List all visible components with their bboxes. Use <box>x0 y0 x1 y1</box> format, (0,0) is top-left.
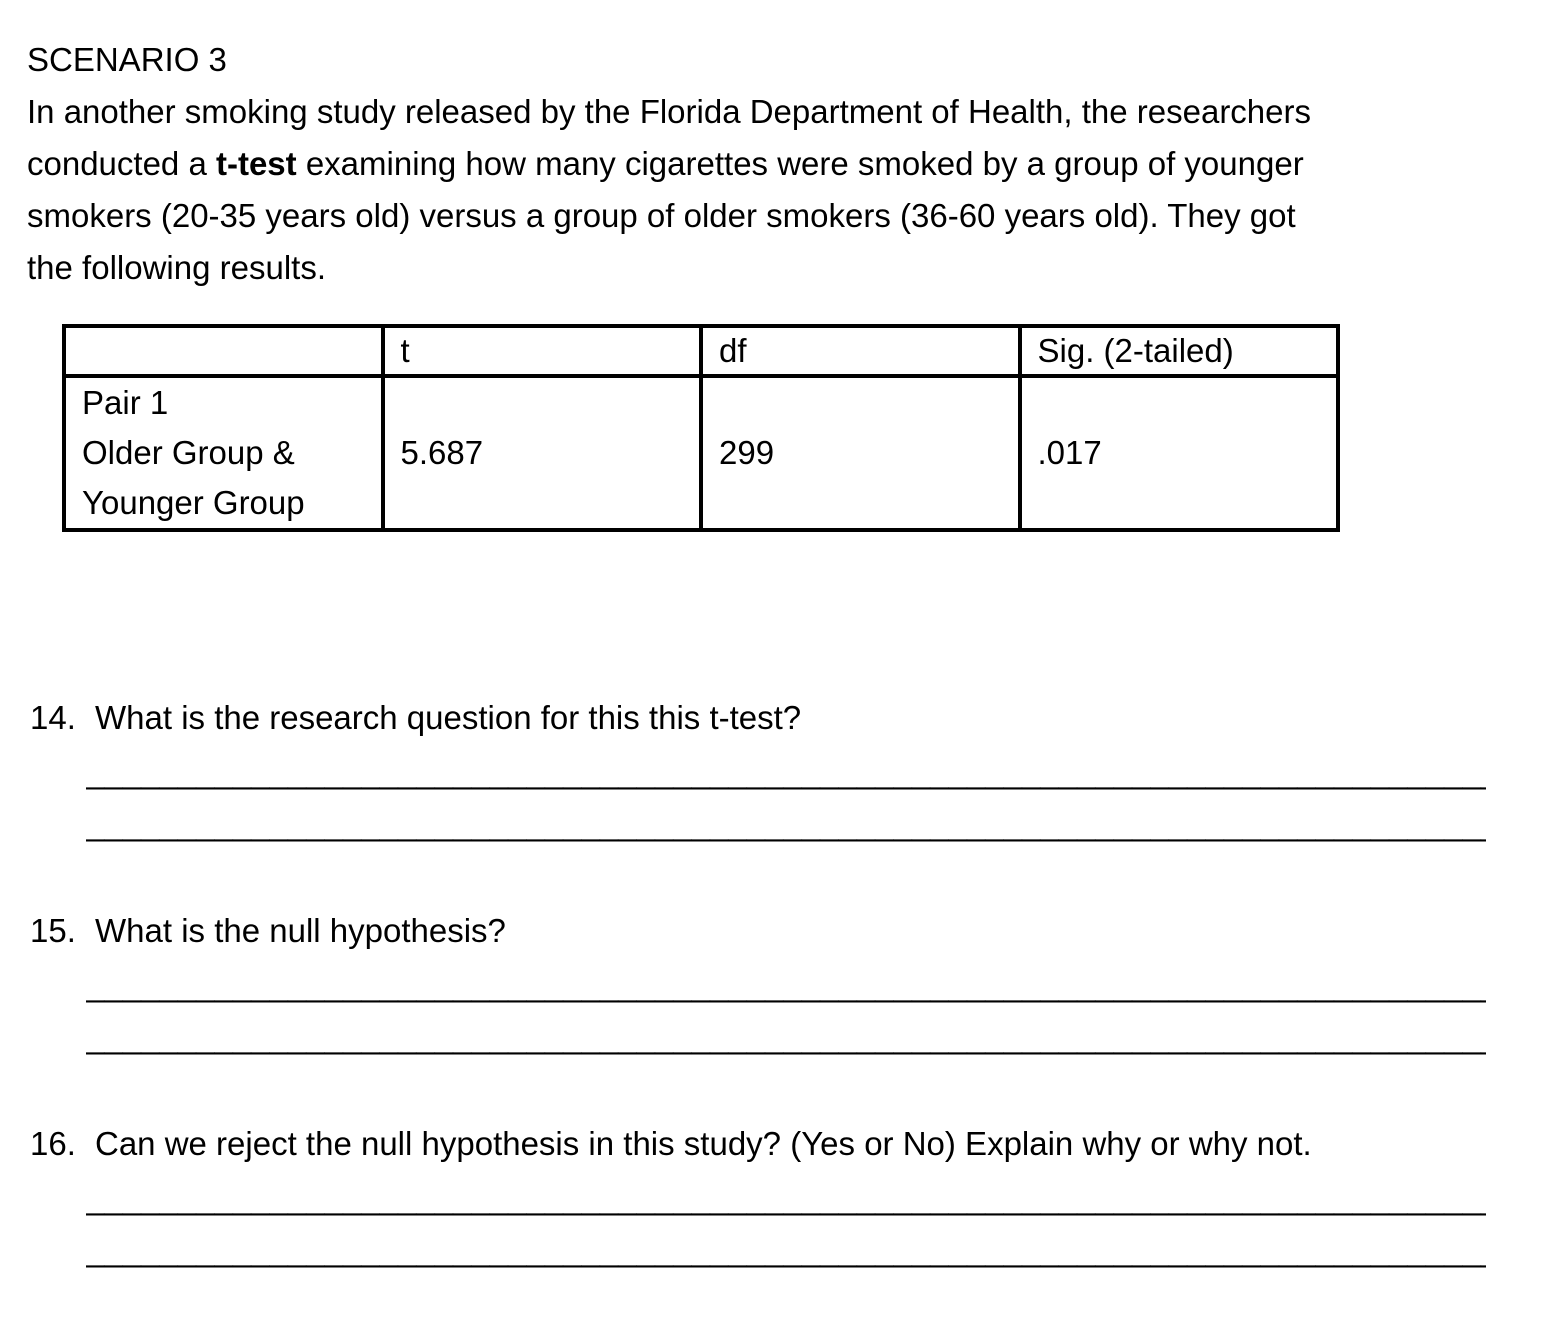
table-data-row: Pair 1 Older Group & Younger Group 5.687… <box>62 374 1340 532</box>
question-16: 16. Can we reject the null hypothesis in … <box>0 1118 1554 1170</box>
intro-line-2-before: conducted a <box>27 145 216 182</box>
table-header-empty <box>62 324 385 378</box>
table-header-t: t <box>380 324 703 378</box>
pair-label-line-1: Pair 1 <box>82 384 169 421</box>
question-16-text: Can we reject the null hypothesis in thi… <box>95 1125 1312 1162</box>
answer-blank-line: ________________________________________… <box>86 1018 1486 1055</box>
cell-df-value: 299 <box>699 374 1022 532</box>
answer-blank-line: ________________________________________… <box>86 1231 1486 1268</box>
question-14: 14. What is the research question for thi… <box>0 692 1554 744</box>
answer-blank-line: ________________________________________… <box>86 1179 1486 1216</box>
t-test-bold-term: t-test <box>215 145 297 182</box>
cell-sig-value: .017 <box>1017 374 1340 532</box>
pair-label-line-2: Older Group & <box>82 434 295 471</box>
answer-blank-line: ________________________________________… <box>86 753 1486 790</box>
intro-line-3: smokers (20-35 years old) versus a group… <box>27 197 1296 234</box>
results-table: t df Sig. (2-tailed) Pair 1 Older Group … <box>62 324 1340 532</box>
intro-line-1: In another smoking study released by the… <box>27 93 1312 130</box>
pair-label-line-3: Younger Group <box>82 484 305 521</box>
scenario-title: SCENARIO 3 <box>27 41 227 78</box>
question-16-number: 16. <box>30 1125 76 1162</box>
cell-t-value: 5.687 <box>380 374 703 532</box>
question-14-number: 14. <box>30 699 76 736</box>
cell-pair-label: Pair 1 Older Group & Younger Group <box>62 374 385 532</box>
table-header-row: t df Sig. (2-tailed) <box>62 324 1340 378</box>
intro-line-2: conducted a t-test examining how many ci… <box>27 138 1554 190</box>
question-15: 15. What is the null hypothesis? <box>0 905 1554 957</box>
answer-blank-line: ________________________________________… <box>86 805 1486 842</box>
intro-line-4: the following results. <box>27 249 326 286</box>
answer-blank-line: ________________________________________… <box>86 966 1486 1003</box>
question-14-text: What is the research question for this t… <box>95 699 802 736</box>
scenario-intro: In another smoking study released by the… <box>27 86 1554 294</box>
document-page: SCENARIO 3 In another smoking study rele… <box>0 41 1554 1268</box>
table-header-df: df <box>699 324 1022 378</box>
question-15-text: What is the null hypothesis? <box>95 912 506 949</box>
table-header-sig: Sig. (2-tailed) <box>1017 324 1340 378</box>
question-15-number: 15. <box>30 912 76 949</box>
intro-line-2-after: examining how many cigarettes were smoke… <box>296 145 1304 182</box>
